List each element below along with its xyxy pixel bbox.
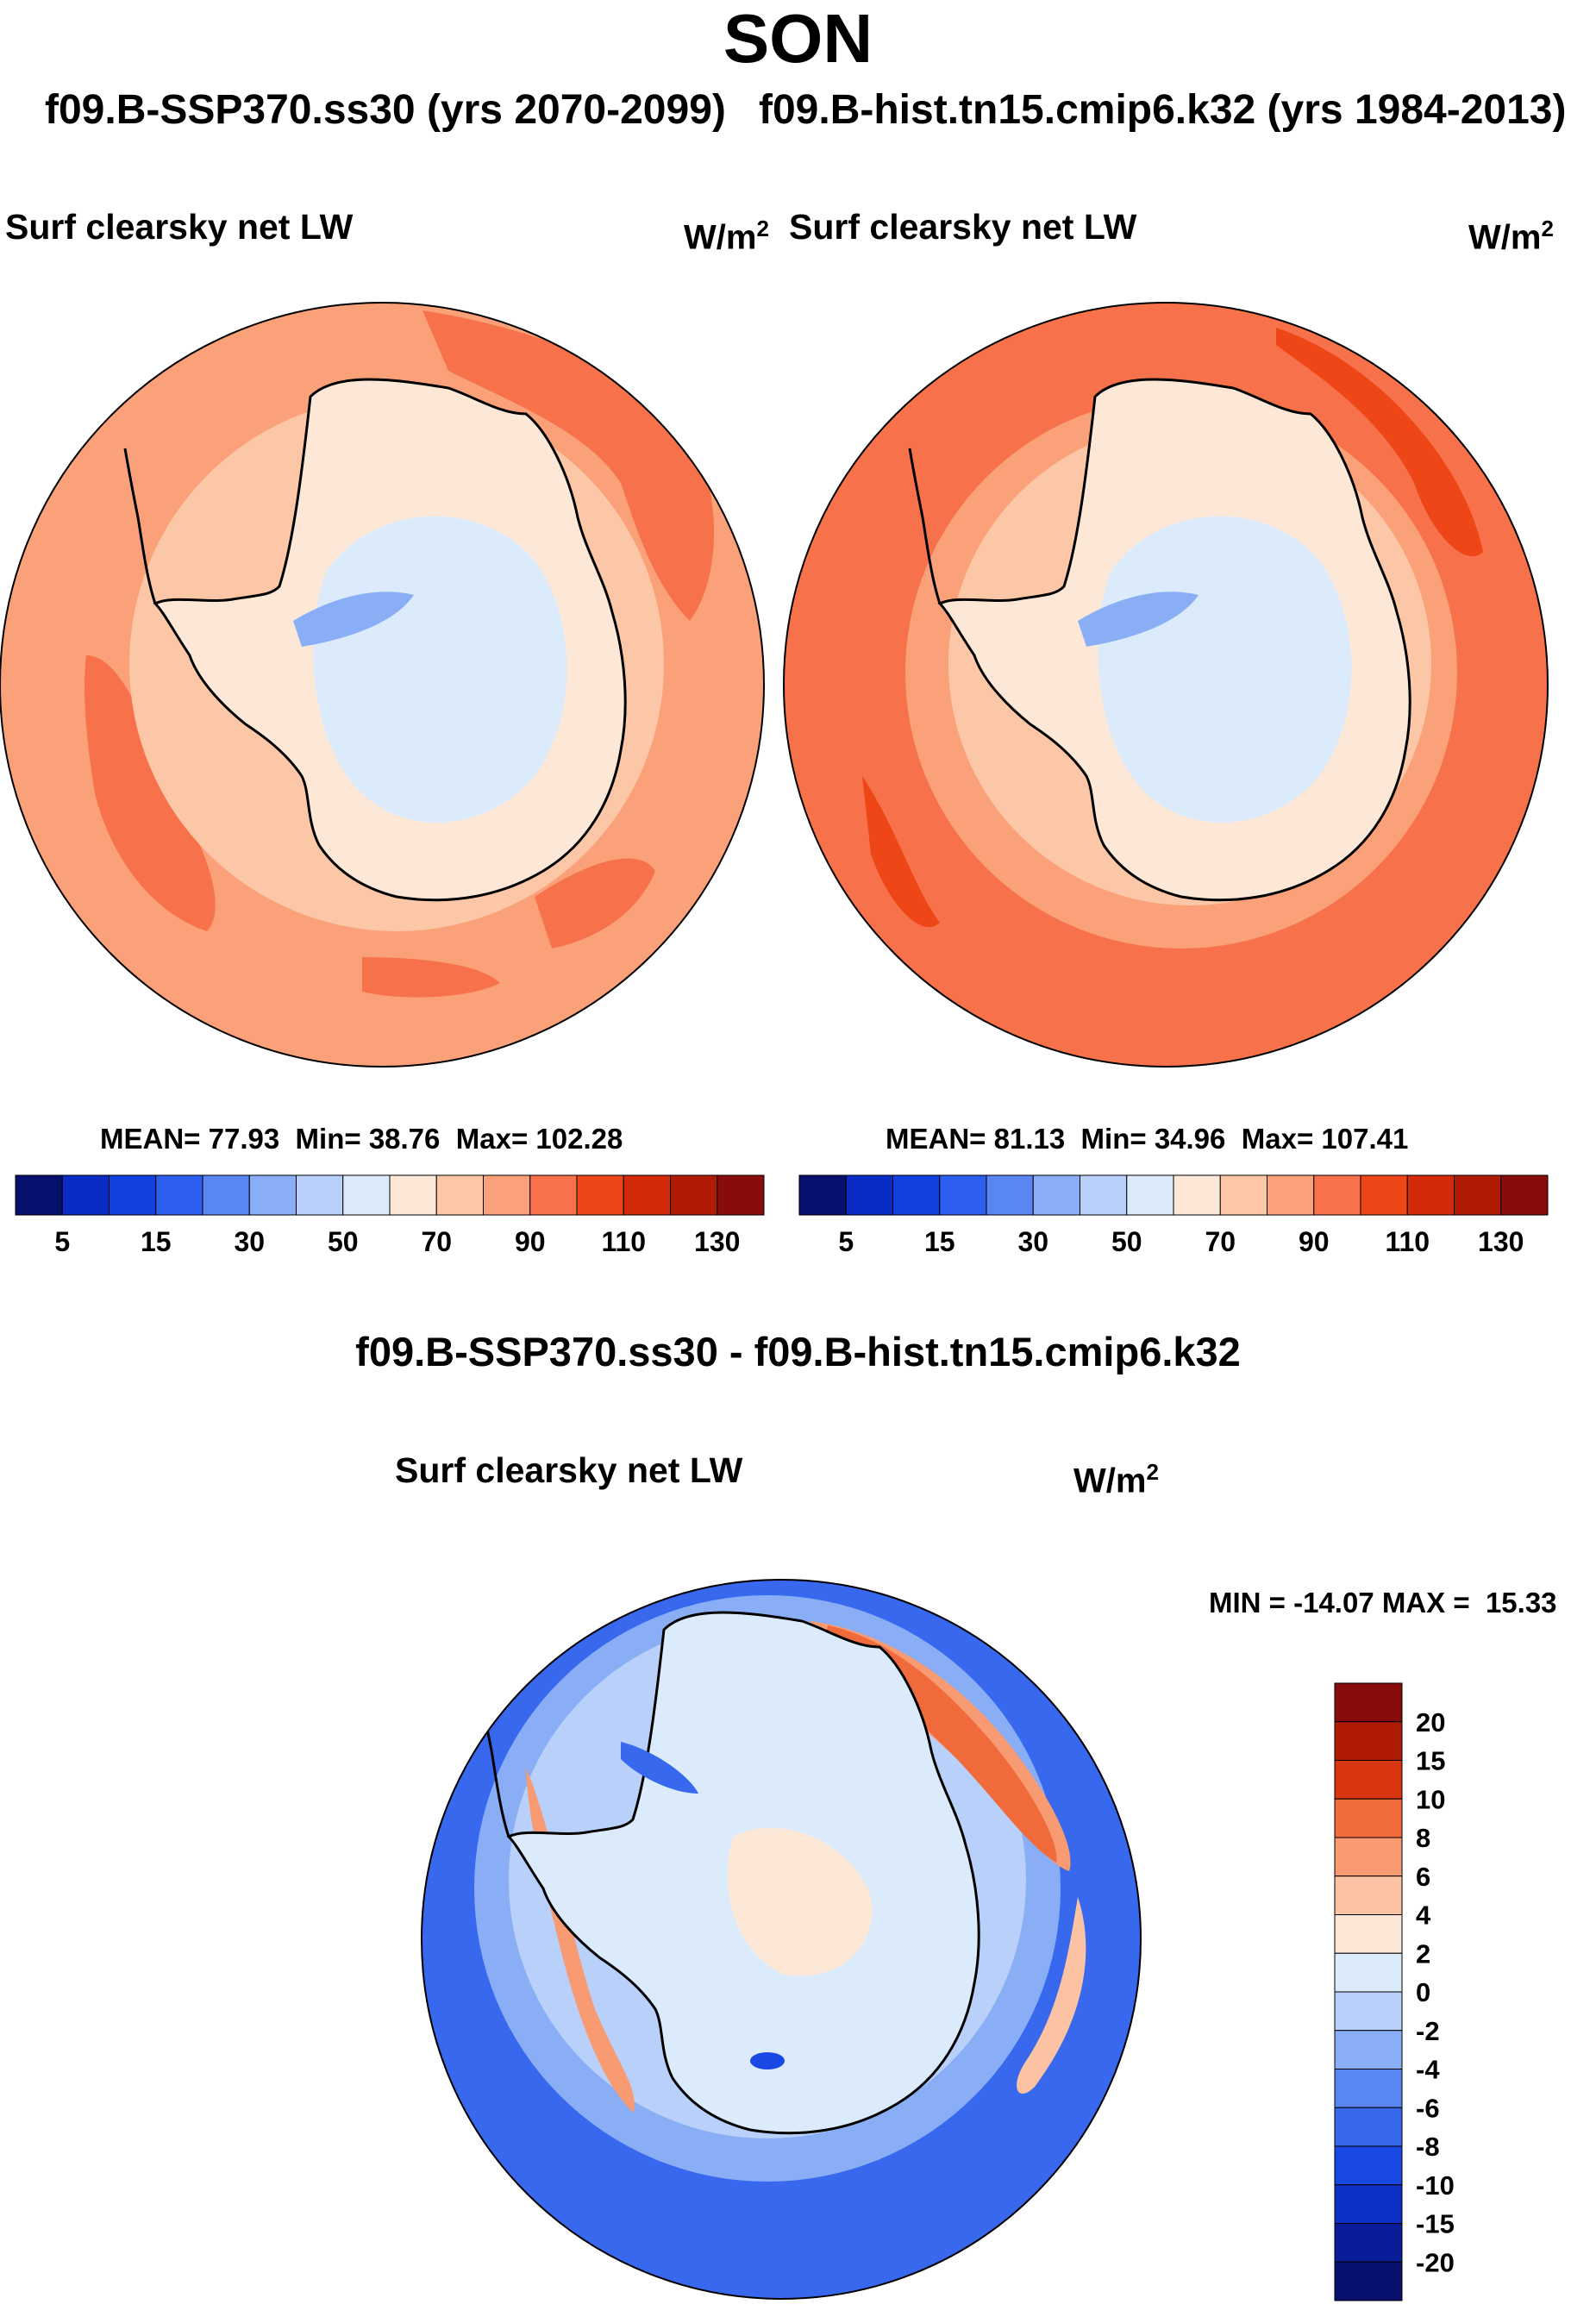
colorbar-difference-label: 8 <box>1416 1823 1430 1853</box>
colorbar-right-swatch <box>1500 1174 1549 1216</box>
colorbar-right-swatch <box>1173 1174 1221 1216</box>
colorbar-left-swatch <box>202 1174 250 1216</box>
colorbar-difference-swatch <box>1334 2223 1403 2263</box>
colorbar-right-label: 15 <box>924 1226 955 1257</box>
season-title: SON <box>723 0 873 77</box>
colorbar-right-swatch <box>1219 1174 1267 1216</box>
colorbar-right-swatch <box>1454 1174 1502 1216</box>
colorbar-difference-label: 15 <box>1416 1746 1445 1776</box>
colorbar-left-swatch <box>529 1174 578 1216</box>
colorbar-right-label: 5 <box>838 1226 854 1257</box>
control-case-header: f09.B-hist.tn15.cmip6.k32 (yrs 1984-2013… <box>759 87 1567 133</box>
colorbar-right-label: 90 <box>1299 1226 1330 1257</box>
colorbar-right-swatch <box>986 1174 1034 1216</box>
colorbar-right-swatch <box>1360 1174 1408 1216</box>
colorbar-right-swatch <box>1267 1174 1315 1216</box>
colorbar-right-swatch <box>845 1174 893 1216</box>
colorbar-left-swatch <box>342 1174 391 1216</box>
colorbar-difference-label: -2 <box>1416 2016 1440 2046</box>
colorbar-difference-label: -20 <box>1416 2247 1455 2277</box>
colorbar-right-label: 30 <box>1017 1226 1048 1257</box>
colorbar-right-label: 50 <box>1111 1226 1142 1257</box>
colorbar-right-swatch <box>1406 1174 1455 1216</box>
colorbar-left-swatch <box>670 1174 718 1216</box>
colorbar-difference-swatch <box>1334 1991 1403 2032</box>
colorbar-left-swatch <box>435 1174 484 1216</box>
colorbar-right-swatch <box>1313 1174 1361 1216</box>
colorbar-left-swatch <box>623 1174 671 1216</box>
colorbar-difference-swatch <box>1334 1914 1403 1954</box>
colorbar-right-label: 110 <box>1385 1226 1430 1257</box>
colorbar-difference-swatch <box>1334 1721 1403 1761</box>
colorbar-difference-swatch <box>1334 1875 1403 1915</box>
colorbar-difference-swatch <box>1334 2261 1403 2301</box>
colorbar-left-label: 50 <box>328 1226 359 1257</box>
colorbar-left-swatch <box>15 1174 63 1216</box>
colorbar-left-label: 30 <box>234 1226 265 1257</box>
test-case-header: f09.B-SSP370.ss30 (yrs 2070-2099) <box>45 87 726 133</box>
colorbar-difference-swatch <box>1334 1798 1403 1838</box>
colorbar-right-swatch <box>798 1174 847 1216</box>
colorbar-difference-swatch <box>1334 2145 1403 2186</box>
colorbar-difference-label: -6 <box>1416 2093 1440 2123</box>
difference-minmax: MIN = -14.07 MAX = 15.33 <box>1209 1587 1557 1619</box>
colorbar-right-swatch <box>1126 1174 1174 1216</box>
colorbar-left-label: 130 <box>694 1226 740 1257</box>
colorbar-difference-swatch <box>1334 1837 1403 1877</box>
colorbar-right: 5 15 30 50 70 90 110 130 <box>798 1174 1549 1257</box>
colorbar-right-swatch <box>1080 1174 1128 1216</box>
right-panel-variable: Surf clearsky net LW <box>789 207 1137 247</box>
colorbar-difference-label: 20 <box>1416 1707 1445 1738</box>
colorbar-difference-label: -10 <box>1416 2170 1455 2201</box>
colorbar-right-label: 130 <box>1478 1226 1524 1257</box>
colorbar-right-swatch <box>892 1174 941 1216</box>
colorbar-difference-label: -8 <box>1416 2132 1440 2162</box>
colorbar-left-swatch <box>389 1174 437 1216</box>
colorbar-left-label: 15 <box>141 1226 172 1257</box>
colorbar-difference-label: 6 <box>1416 1862 1430 1892</box>
colorbar-difference-swatch <box>1334 1760 1403 1800</box>
colorbar-left-swatch <box>61 1174 110 1216</box>
colorbar-left-swatch <box>717 1174 765 1216</box>
left-panel-variable: Surf clearsky net LW <box>5 207 354 247</box>
colorbar-right-label: 70 <box>1205 1226 1236 1257</box>
colorbar-right-swatch <box>1032 1174 1080 1216</box>
colorbar-difference-swatch <box>1334 1952 1403 1993</box>
difference-units: W/m2 <box>1073 1459 1159 1500</box>
colorbar-left-swatch <box>109 1174 157 1216</box>
colorbar-difference-swatch <box>1334 2107 1403 2147</box>
right-stats: MEAN= 81.13 Min= 34.96 Max= 107.41 <box>886 1123 1409 1155</box>
difference-map <box>421 1579 1142 2300</box>
difference-variable: Surf clearsky net LW <box>395 1450 743 1490</box>
colorbar-right-swatch <box>939 1174 987 1216</box>
colorbar-difference-label: 2 <box>1416 1938 1430 1969</box>
colorbar-difference-swatch <box>1334 2069 1403 2108</box>
colorbar-difference-label: 0 <box>1416 1977 1430 2007</box>
colorbar-left-swatch <box>155 1174 203 1216</box>
colorbar-left-label: 90 <box>515 1226 546 1257</box>
colorbar-difference-swatch <box>1334 1682 1403 1723</box>
colorbar-difference-label: -4 <box>1416 2055 1440 2085</box>
left-map <box>0 302 765 1068</box>
colorbar-difference-swatch <box>1334 2184 1403 2224</box>
colorbar-left-swatch <box>483 1174 531 1216</box>
colorbar-difference-label: 10 <box>1416 1784 1445 1814</box>
right-map <box>783 302 1549 1068</box>
colorbar-left-swatch <box>296 1174 344 1216</box>
difference-title: f09.B-SSP370.ss30 - f09.B-hist.tn15.cmip… <box>355 1329 1241 1374</box>
colorbar-left-label: 70 <box>421 1226 452 1257</box>
colorbar-difference-label: 4 <box>1416 1900 1431 1931</box>
right-panel-units: W/m2 <box>1468 216 1554 257</box>
colorbar-left-swatch <box>576 1174 624 1216</box>
colorbar-left: 5 15 30 50 70 90 110 130 <box>15 1174 765 1257</box>
colorbar-difference-swatch <box>1334 2030 1403 2069</box>
colorbar-left-swatch <box>248 1174 297 1216</box>
colorbar-left-label: 110 <box>601 1226 646 1257</box>
left-stats: MEAN= 77.93 Min= 38.76 Max= 102.28 <box>100 1123 623 1155</box>
colorbar-difference-label: -15 <box>1416 2209 1455 2239</box>
left-panel-units: W/m2 <box>684 216 769 257</box>
colorbar-left-label: 5 <box>54 1226 70 1257</box>
